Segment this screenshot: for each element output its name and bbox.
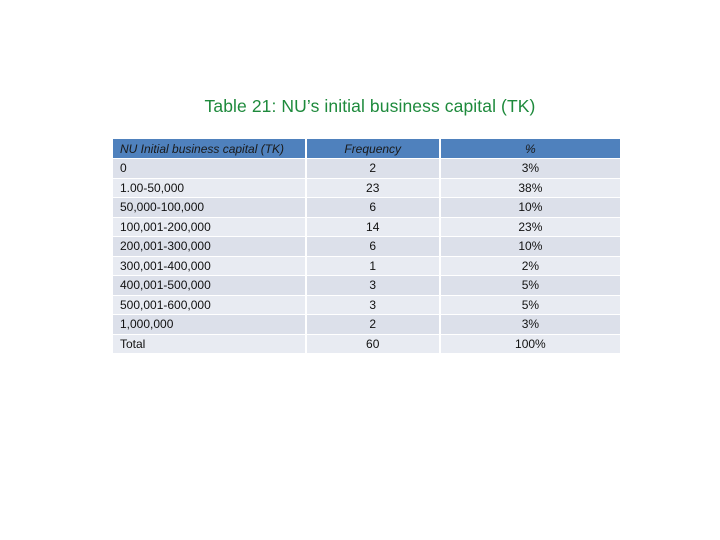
cell-frequency: 14 [306, 217, 441, 237]
cell-percent: 3% [440, 315, 620, 335]
cell-range: 500,001-600,000 [113, 295, 307, 315]
cell-percent: 2% [440, 256, 620, 276]
cell-range: Total [113, 334, 307, 354]
table-row: 200,001-300,000 6 10% [113, 237, 620, 257]
cell-frequency: 3 [306, 295, 441, 315]
header-percent: % [440, 139, 620, 159]
cell-frequency: 6 [306, 198, 441, 218]
cell-frequency: 2 [306, 315, 441, 335]
table-header-row: NU Initial business capital (TK) Frequen… [113, 139, 620, 159]
table-row: 50,000-100,000 6 10% [113, 198, 620, 218]
cell-range: 1.00-50,000 [113, 178, 307, 198]
cell-range: 200,001-300,000 [113, 237, 307, 257]
table-title: Table 21: NU’s initial business capital … [204, 96, 536, 116]
table-row: 1.00-50,000 23 38% [113, 178, 620, 198]
cell-range: 400,001-500,000 [113, 276, 307, 296]
cell-percent: 10% [440, 237, 620, 257]
table-row: 300,001-400,000 1 2% [113, 256, 620, 276]
table-row: 0 2 3% [113, 159, 620, 179]
header-capital-range: NU Initial business capital (TK) [113, 139, 307, 159]
cell-percent: 3% [440, 159, 620, 179]
table-row: 100,001-200,000 14 23% [113, 217, 620, 237]
cell-percent: 100% [440, 334, 620, 354]
cell-frequency: 3 [306, 276, 441, 296]
cell-percent: 5% [440, 276, 620, 296]
table-row: 400,001-500,000 3 5% [113, 276, 620, 296]
cell-range: 0 [113, 159, 307, 179]
cell-frequency: 23 [306, 178, 441, 198]
cell-percent: 23% [440, 217, 620, 237]
cell-percent: 5% [440, 295, 620, 315]
cell-range: 1,000,000 [113, 315, 307, 335]
table-total-row: Total 60 100% [113, 334, 620, 354]
table-row: 1,000,000 2 3% [113, 315, 620, 335]
cell-frequency: 6 [306, 237, 441, 257]
cell-frequency: 2 [306, 159, 441, 179]
cell-range: 100,001-200,000 [113, 217, 307, 237]
cell-percent: 10% [440, 198, 620, 218]
cell-frequency: 60 [306, 334, 441, 354]
cell-frequency: 1 [306, 256, 441, 276]
cell-range: 50,000-100,000 [113, 198, 307, 218]
capital-table: NU Initial business capital (TK) Frequen… [113, 139, 620, 354]
cell-range: 300,001-400,000 [113, 256, 307, 276]
header-frequency: Frequency [306, 139, 441, 159]
cell-percent: 38% [440, 178, 620, 198]
table-row: 500,001-600,000 3 5% [113, 295, 620, 315]
